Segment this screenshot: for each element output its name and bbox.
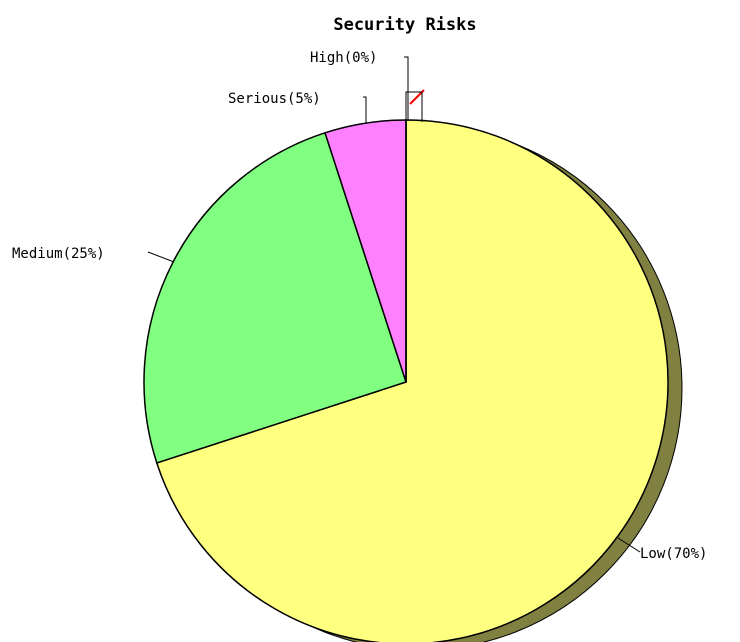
chart-title: Security Risks: [333, 15, 476, 35]
slice-label-serious: Serious(5%): [228, 91, 321, 107]
slice-label-low: Low(70%): [640, 546, 707, 562]
pie-slice-high-edge: [405, 91, 423, 122]
leader-line-low: [617, 537, 641, 553]
pie-slice-medium: [143, 131, 407, 464]
leader-line-high: [404, 56, 409, 120]
slice-label-medium: Medium(25%): [12, 246, 105, 262]
slice-label-high: High(0%): [310, 50, 377, 66]
leader-line-serious: [363, 96, 367, 124]
pie-slice-low: [155, 119, 669, 642]
leader-line-medium: [147, 251, 175, 263]
